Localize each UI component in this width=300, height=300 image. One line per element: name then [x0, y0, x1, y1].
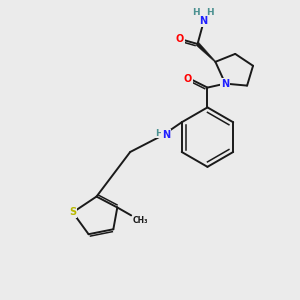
Text: H: H: [192, 8, 200, 17]
Text: H: H: [207, 8, 214, 17]
Polygon shape: [196, 43, 216, 62]
Text: O: O: [176, 34, 184, 44]
Text: N: N: [200, 16, 208, 26]
Text: N: N: [162, 130, 170, 140]
Text: O: O: [184, 74, 192, 84]
Text: N: N: [221, 79, 230, 88]
Text: CH₃: CH₃: [132, 216, 148, 225]
Text: H: H: [155, 129, 163, 138]
Text: S: S: [69, 207, 76, 218]
